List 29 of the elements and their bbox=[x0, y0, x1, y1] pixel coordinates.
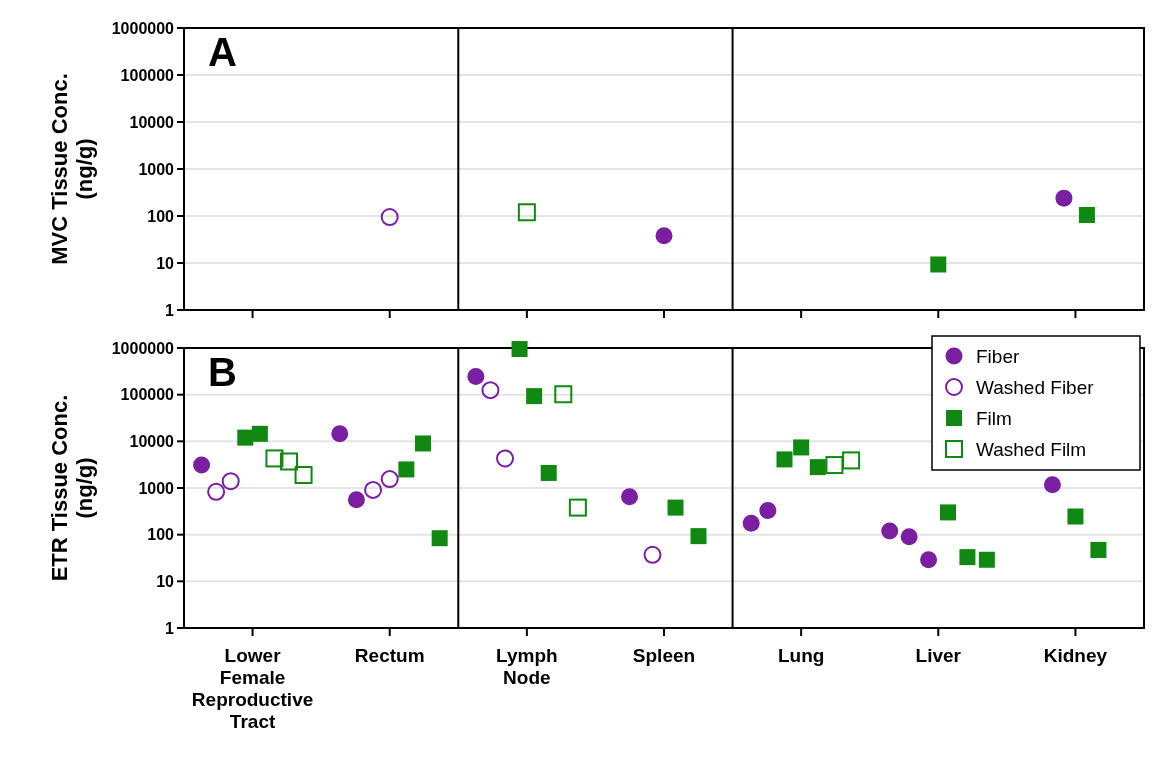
x-tick-label: Liver bbox=[915, 645, 962, 666]
y-tick-label: 1000000 bbox=[111, 19, 175, 37]
legend-label: Washed Film bbox=[976, 438, 1087, 460]
y-tick-label: 100 bbox=[147, 526, 175, 544]
x-tick-label: Lymph Node bbox=[496, 645, 558, 688]
chart-title: B bbox=[208, 350, 237, 394]
y-tick-label: 100000 bbox=[120, 386, 175, 404]
y-tick-label: 10 bbox=[156, 572, 175, 590]
x-tick-label: Kidney bbox=[1043, 645, 1108, 666]
legend-label: Washed Fiber bbox=[976, 376, 1095, 398]
x-tick-label: Lung bbox=[777, 645, 825, 666]
legend-label: Fiber bbox=[976, 345, 1020, 367]
chart-title: A bbox=[208, 30, 237, 74]
x-tick-label: Spleen bbox=[632, 645, 696, 666]
y-tick-label: 10 bbox=[156, 254, 175, 272]
y-tick-label: 100000 bbox=[120, 66, 175, 84]
y-tick-label: 1000 bbox=[138, 160, 175, 178]
y-axis-title: ETR Tissue Conc. (ng/g) bbox=[46, 394, 98, 582]
y-axis-title: MVC Tissue Conc. (ng/g) bbox=[46, 73, 98, 265]
x-tick-label: Rectum bbox=[354, 645, 425, 666]
y-tick-label: 1 bbox=[165, 619, 175, 637]
y-tick-label: 1000 bbox=[138, 479, 175, 497]
y-tick-label: 1000000 bbox=[111, 339, 175, 357]
y-tick-label: 10000 bbox=[129, 113, 175, 131]
y-tick-label: 10000 bbox=[129, 432, 175, 450]
x-tick-label: Lower Female Reproductive Tract bbox=[191, 645, 314, 732]
legend-label: Film bbox=[976, 407, 1012, 429]
y-tick-label: 1 bbox=[165, 301, 175, 319]
y-tick-label: 100 bbox=[147, 207, 175, 225]
